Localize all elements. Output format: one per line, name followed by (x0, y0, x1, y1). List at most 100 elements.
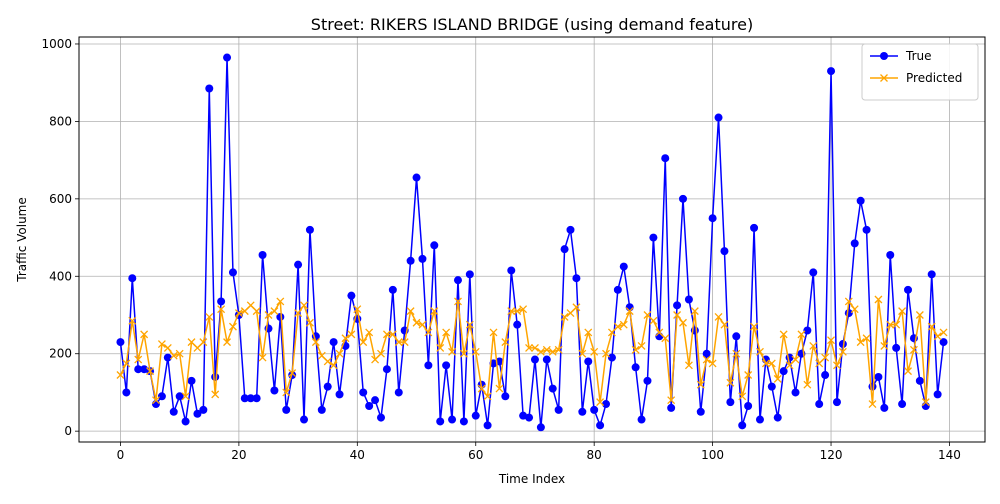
data-point-true (838, 340, 847, 349)
data-point-predicted (288, 369, 297, 378)
data-point-predicted (519, 305, 528, 314)
data-point-true (578, 407, 587, 416)
data-point-true (542, 355, 551, 364)
data-point-true (566, 225, 575, 234)
data-point-true (418, 254, 427, 263)
data-point-true (696, 407, 705, 416)
data-point-predicted (702, 355, 711, 364)
data-point-predicted (163, 343, 172, 352)
data-point-predicted (655, 328, 664, 337)
data-point-true (679, 194, 687, 203)
data-point-true (602, 400, 611, 409)
data-point-predicted (341, 334, 350, 343)
data-point-predicted (880, 342, 889, 350)
data-point-predicted (323, 357, 332, 366)
legend-marker-true (880, 52, 888, 60)
data-point-true (323, 382, 332, 391)
data-point-true (708, 214, 717, 223)
data-point-true (465, 270, 474, 279)
data-point-predicted (584, 328, 593, 337)
data-point-true (655, 332, 664, 341)
data-point-true (187, 376, 196, 385)
data-point-predicted (862, 334, 871, 343)
data-point-predicted (791, 355, 800, 364)
data-point-predicted (915, 311, 924, 319)
data-point-true (809, 268, 818, 277)
data-point-predicted (590, 347, 599, 356)
x-tick-label: 120 (820, 448, 843, 462)
data-point-predicted (756, 347, 764, 356)
data-point-predicted (234, 309, 243, 318)
data-point-true (459, 417, 468, 426)
data-point-true (134, 365, 143, 374)
data-point-true (151, 400, 160, 409)
data-point-predicted (146, 367, 155, 376)
data-point-true (625, 303, 634, 312)
data-point-predicted (311, 338, 320, 347)
data-point-true (815, 400, 824, 409)
data-point-predicted (785, 361, 794, 370)
data-point-predicted (353, 305, 362, 314)
data-point-true (317, 405, 326, 414)
data-point-true (886, 250, 895, 259)
data-point-predicted (631, 345, 640, 354)
data-point-predicted (471, 347, 480, 356)
data-point-predicted (436, 343, 445, 352)
legend-box (861, 43, 979, 101)
data-point-true (371, 396, 380, 405)
data-point-predicted (833, 361, 841, 370)
data-point-predicted (761, 359, 770, 368)
data-point-predicted (797, 330, 806, 339)
data-point-predicted (223, 338, 231, 347)
data-point-true (448, 415, 457, 424)
data-point-true (388, 285, 397, 294)
data-point-predicted (856, 338, 865, 347)
y-tick-label: 200 (49, 347, 72, 361)
data-point-predicted (548, 347, 557, 356)
data-point-true (821, 371, 830, 380)
data-point-predicted (554, 345, 563, 354)
data-point-true (163, 353, 172, 362)
data-point-predicted (229, 322, 237, 331)
data-point-true (755, 415, 764, 424)
data-point-true (252, 394, 261, 403)
data-point-true (211, 372, 220, 381)
data-point-predicted (927, 322, 936, 331)
data-point-true (246, 394, 255, 403)
data-point-true (436, 417, 445, 426)
data-point-predicted (933, 332, 942, 341)
data-point-predicted (400, 338, 409, 347)
data-point-true (270, 386, 279, 395)
data-point-predicted (613, 322, 622, 331)
data-point-predicted (152, 396, 160, 405)
data-point-predicted (424, 328, 433, 337)
x-tick-label: 80 (587, 448, 602, 462)
data-point-predicted (459, 349, 468, 358)
data-point-true (394, 388, 403, 397)
data-point-true (827, 67, 836, 76)
data-point-predicted (329, 361, 338, 370)
data-point-predicted (394, 338, 403, 347)
data-point-predicted (708, 359, 717, 368)
data-point-predicted (430, 307, 439, 316)
data-point-predicted (495, 384, 504, 393)
data-point-predicted (465, 320, 474, 329)
data-point-predicted (560, 312, 569, 321)
data-point-true (596, 421, 605, 430)
data-point-predicted (294, 309, 303, 318)
data-point-predicted (157, 340, 166, 349)
x-tick-label: 20 (231, 448, 246, 462)
data-point-true (347, 291, 356, 300)
legend-label-predicted: Predicted (906, 71, 962, 85)
data-point-true (300, 415, 309, 424)
data-point-predicted (217, 305, 226, 314)
data-point-true (240, 394, 249, 403)
data-point-true (205, 84, 214, 93)
axes: 0 20 40 60 80 100 120 140 0 200 400 600 800 1000 (41, 37, 960, 462)
data-point-predicted (187, 338, 196, 347)
data-point-true (779, 367, 788, 376)
data-point-true (335, 390, 344, 399)
data-point-predicted (578, 349, 587, 358)
data-point-predicted (850, 305, 859, 314)
